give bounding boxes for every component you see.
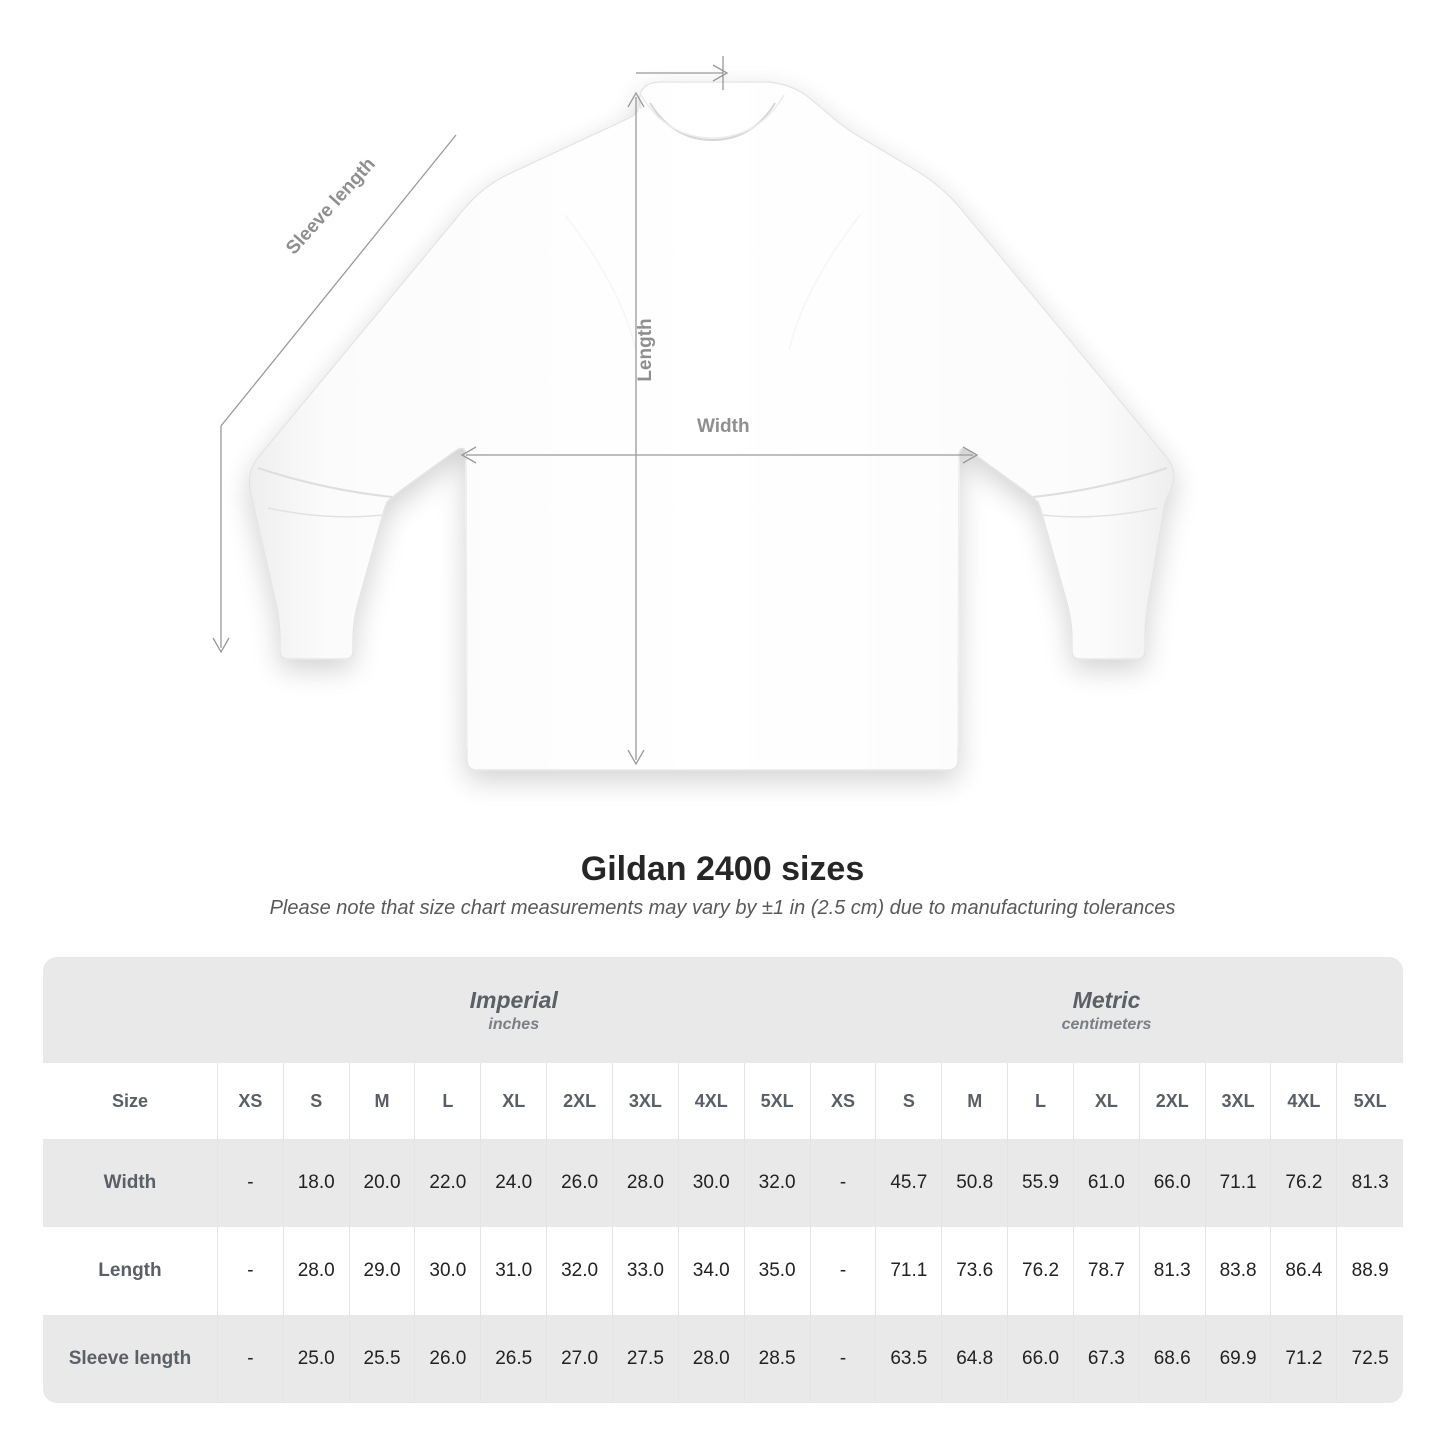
svg-text:Length: Length <box>635 318 656 381</box>
svg-text:Sleeve length: Sleeve length <box>282 154 380 259</box>
svg-text:Width: Width <box>697 416 750 437</box>
